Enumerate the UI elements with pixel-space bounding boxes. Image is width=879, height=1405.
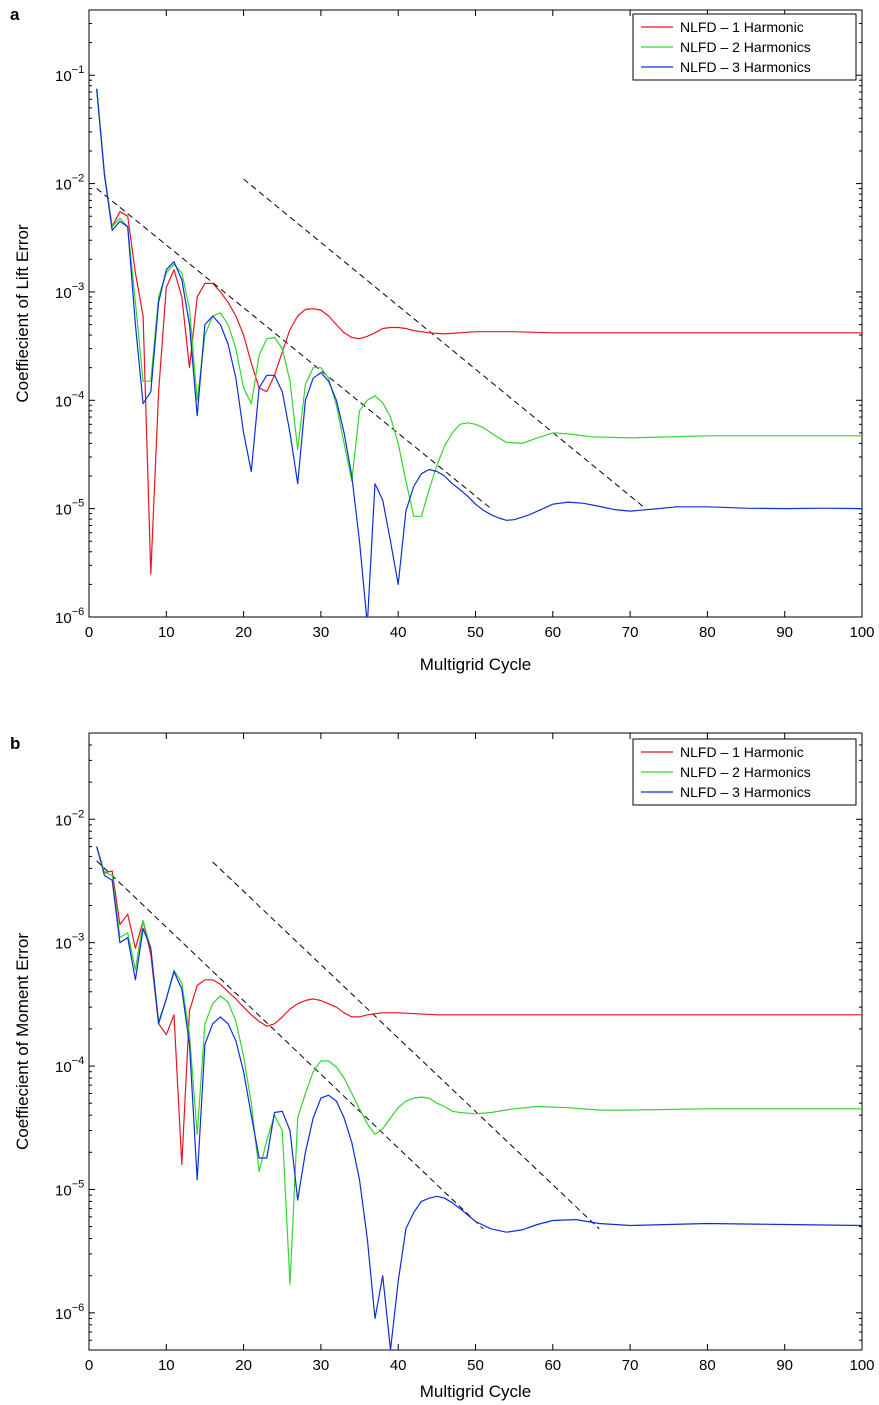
x-tick-label: 40 xyxy=(390,624,407,641)
x-tick-label: 80 xyxy=(699,1357,716,1374)
series-line xyxy=(96,846,862,1350)
x-tick-label: 10 xyxy=(158,624,175,641)
x-tick-label: 90 xyxy=(776,1357,793,1374)
x-tick-label: 90 xyxy=(776,624,793,641)
y-tick-label: 10−3 xyxy=(55,932,84,953)
plot-frame xyxy=(88,9,863,618)
legend-label: NLFD – 1 Harmonic xyxy=(680,19,804,35)
panel-a: a 0 10 20 30 40 50 60 70 80 90 100 10−6 10−5 10−4 10−3 1… xyxy=(10,5,875,674)
panel-letter: b xyxy=(10,734,20,753)
series-line xyxy=(96,88,862,617)
y-axis-label: Coeffiecient of Lift Error xyxy=(13,224,32,403)
x-tick-label: 70 xyxy=(622,624,639,641)
plot-frame xyxy=(88,732,863,1351)
plot-area xyxy=(96,846,862,1350)
series-line xyxy=(96,88,862,575)
x-tick-label: 10 xyxy=(158,1357,175,1374)
x-tick-label: 100 xyxy=(849,624,874,641)
panel-letter: a xyxy=(10,5,20,24)
y-tick-label: 10−2 xyxy=(55,173,84,194)
x-tick-label: 60 xyxy=(544,624,561,641)
plot-area xyxy=(96,88,862,617)
reference-slope-line xyxy=(212,861,600,1230)
series-line xyxy=(96,88,862,517)
x-tick-label: 50 xyxy=(467,624,484,641)
y-tick-label: 10−2 xyxy=(55,808,84,829)
y-tick-label: 10−4 xyxy=(55,389,84,410)
x-tick-label: 70 xyxy=(622,1357,639,1374)
y-tick-label: 10−4 xyxy=(55,1055,84,1076)
x-tick-label: 60 xyxy=(544,1357,561,1374)
panel-b: b 0 10 20 30 40 50 60 70 80 90 100 10−6 10−5 10−4 10−3 1… xyxy=(10,732,875,1401)
x-tick-label: 50 xyxy=(467,1357,484,1374)
legend: NLFD – 1 Harmonic NLFD – 2 Harmonics NLFD … xyxy=(632,738,857,806)
y-tick-label: 10−5 xyxy=(55,1178,84,1199)
y-tick-label: 10−6 xyxy=(55,606,84,627)
x-tick-label: 30 xyxy=(313,1357,330,1374)
reference-slope-line xyxy=(243,178,646,509)
legend-label: NLFD – 1 Harmonic xyxy=(680,744,804,760)
legend-label: NLFD – 3 Harmonics xyxy=(680,59,811,75)
y-tick-label: 10−6 xyxy=(55,1302,84,1323)
x-axis-label: Multigrid Cycle xyxy=(420,1382,531,1401)
x-tick-label: 30 xyxy=(313,624,330,641)
reference-slope-line xyxy=(96,188,492,509)
x-tick-label: 80 xyxy=(699,624,716,641)
y-axis-label: Coeffiecient of Moment Error xyxy=(13,933,32,1150)
series-line xyxy=(96,846,862,1286)
y-tick-label: 10−5 xyxy=(55,498,84,519)
x-tick-label: 40 xyxy=(390,1357,407,1374)
legend-label: NLFD – 2 Harmonics xyxy=(680,764,811,780)
legend: NLFD – 1 Harmonic NLFD – 2 Harmonics NLFD … xyxy=(632,13,857,81)
x-tick-label: 100 xyxy=(849,1357,874,1374)
x-tick-label: 20 xyxy=(235,1357,252,1374)
reference-slope-line xyxy=(96,860,484,1230)
legend-label: NLFD – 2 Harmonics xyxy=(680,39,811,55)
x-tick-label: 0 xyxy=(85,624,93,641)
x-axis-label: Multigrid Cycle xyxy=(420,655,531,674)
x-tick-label: 0 xyxy=(85,1357,93,1374)
y-tick-label: 10−1 xyxy=(55,64,84,85)
y-tick-label: 10−3 xyxy=(55,281,84,302)
x-tick-label: 20 xyxy=(235,624,252,641)
legend-label: NLFD – 3 Harmonics xyxy=(680,784,811,800)
